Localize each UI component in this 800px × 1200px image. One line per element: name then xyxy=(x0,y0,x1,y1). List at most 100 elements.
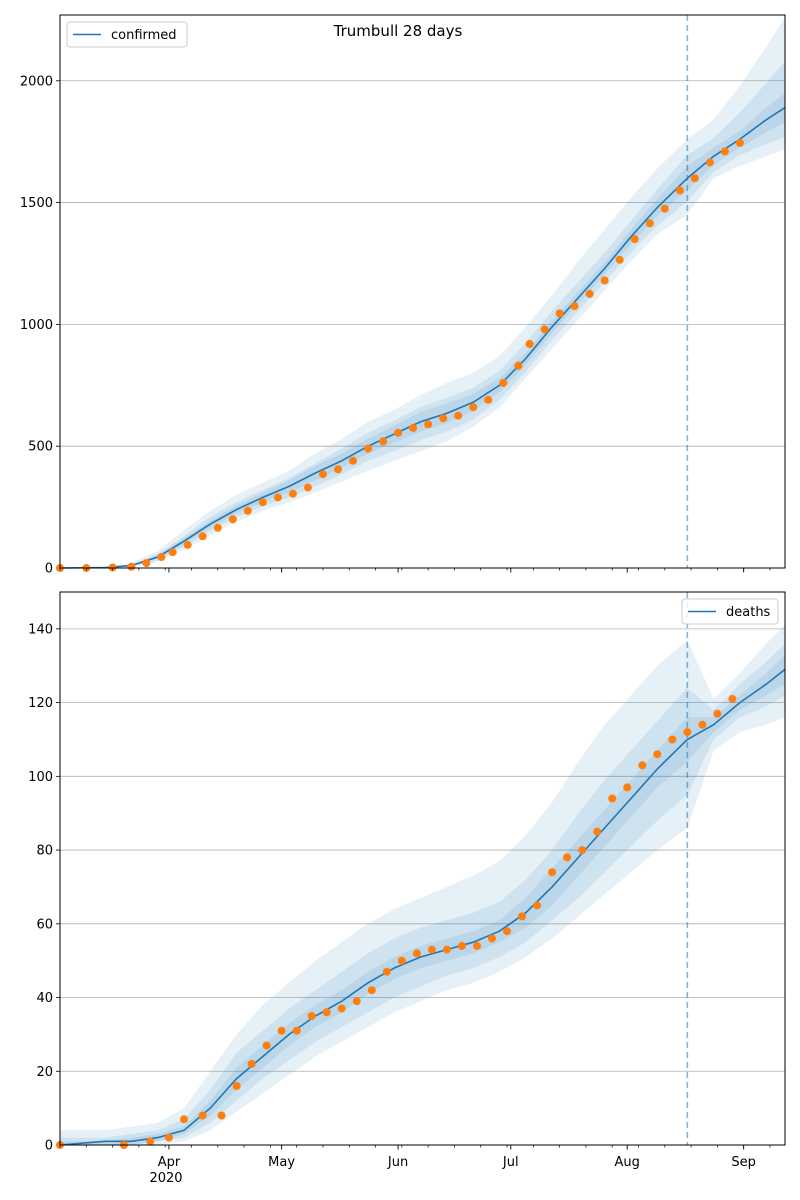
observed-point xyxy=(127,562,136,571)
x-tick-label: May xyxy=(268,1155,295,1170)
observed-point xyxy=(397,956,406,965)
observed-point xyxy=(427,945,436,954)
plot-frame xyxy=(59,14,786,569)
observed-point xyxy=(728,694,737,703)
confidence-band xyxy=(60,17,785,568)
observed-point xyxy=(533,901,542,910)
confirmed-panel: 0 500 1000 1500 2000 confirmed xyxy=(20,14,786,577)
observed-point xyxy=(600,276,609,285)
y-tick-label: 60 xyxy=(36,917,53,932)
y-tick-label: 140 xyxy=(28,622,53,637)
legend-box xyxy=(681,598,779,625)
observed-point xyxy=(243,506,252,515)
observed-point xyxy=(735,138,744,147)
y-tick-label: 1500 xyxy=(20,196,53,211)
y-tick-label: 40 xyxy=(36,991,53,1006)
observed-point xyxy=(668,735,677,744)
observed-point xyxy=(273,493,282,502)
x-tick-label: Jun xyxy=(387,1155,408,1170)
observed-point xyxy=(442,945,451,954)
observed-point xyxy=(653,750,662,759)
observed-point xyxy=(334,465,342,474)
observed-point xyxy=(713,709,722,718)
observed-point xyxy=(364,444,372,453)
observed-point xyxy=(585,289,594,298)
observed-point xyxy=(488,934,496,943)
observed-point xyxy=(183,540,192,549)
observed-point xyxy=(720,147,729,156)
observed-point xyxy=(307,1012,316,1020)
observed-point xyxy=(168,548,177,557)
legend-label: deaths xyxy=(726,605,771,620)
y-tick-label: 1000 xyxy=(20,318,53,333)
observed-point xyxy=(198,1111,207,1120)
observed-point xyxy=(424,420,433,429)
x-tick-label: Apr xyxy=(158,1155,181,1170)
confidence-band xyxy=(60,625,785,1145)
observed-point xyxy=(608,794,617,803)
x-tick-label: Sep xyxy=(731,1155,756,1170)
legend-label: confirmed xyxy=(111,28,177,43)
observed-point xyxy=(484,395,493,404)
observed-point xyxy=(337,1004,346,1013)
observed-point xyxy=(288,489,297,498)
observed-point xyxy=(615,255,624,264)
observed-point xyxy=(213,523,222,532)
x-year-label: 2020 xyxy=(149,1171,182,1186)
observed-point xyxy=(570,302,579,311)
observed-point xyxy=(409,423,418,432)
observed-point xyxy=(525,339,534,348)
observed-point xyxy=(232,1082,241,1090)
observed-point xyxy=(540,325,549,334)
observed-point xyxy=(518,912,526,921)
y-tick-label: 80 xyxy=(36,844,53,859)
observed-point xyxy=(247,1059,256,1068)
x-tick-label: Aug xyxy=(615,1155,640,1170)
observed-point xyxy=(473,941,481,950)
chart-title: Trumbull 28 days xyxy=(333,22,463,40)
observed-point xyxy=(705,158,714,167)
observed-point xyxy=(303,483,312,492)
y-tick-label: 0 xyxy=(45,562,53,577)
y-tick-label: 0 xyxy=(45,1139,53,1154)
observed-point xyxy=(322,1008,331,1017)
y-tick-label: 120 xyxy=(28,696,53,711)
observed-point xyxy=(469,403,478,412)
observed-point xyxy=(146,1137,155,1146)
observed-point xyxy=(499,378,508,387)
plot-frame xyxy=(59,591,786,1146)
observed-point xyxy=(638,761,647,770)
observed-point xyxy=(157,553,166,561)
observed-point xyxy=(277,1026,286,1035)
y-tick-label: 100 xyxy=(28,770,53,785)
observed-point xyxy=(349,456,357,465)
observed-point xyxy=(228,515,237,524)
observed-point xyxy=(379,437,388,446)
observed-point xyxy=(630,235,639,244)
observed-point xyxy=(198,532,207,541)
y-tick-label: 20 xyxy=(36,1065,53,1080)
observed-point xyxy=(563,853,572,862)
observed-point xyxy=(258,498,267,507)
observed-point xyxy=(457,941,466,950)
observed-point xyxy=(623,783,632,792)
confidence-band xyxy=(60,643,785,1145)
observed-point xyxy=(262,1041,271,1050)
confidence-band xyxy=(60,61,785,569)
observed-point xyxy=(660,204,669,213)
observed-point xyxy=(514,361,523,370)
observed-point xyxy=(352,997,361,1006)
observed-point xyxy=(645,219,654,228)
observed-point xyxy=(503,927,511,936)
observed-point xyxy=(394,428,403,437)
observed-point xyxy=(555,309,564,318)
observed-point xyxy=(683,728,692,737)
observed-point xyxy=(319,470,327,479)
observed-point xyxy=(439,414,448,423)
observed-point xyxy=(180,1115,188,1124)
x-tick-label: Jul xyxy=(502,1155,519,1170)
observed-point xyxy=(412,949,421,958)
observed-point xyxy=(593,827,602,836)
legend: confirmed xyxy=(66,21,188,48)
